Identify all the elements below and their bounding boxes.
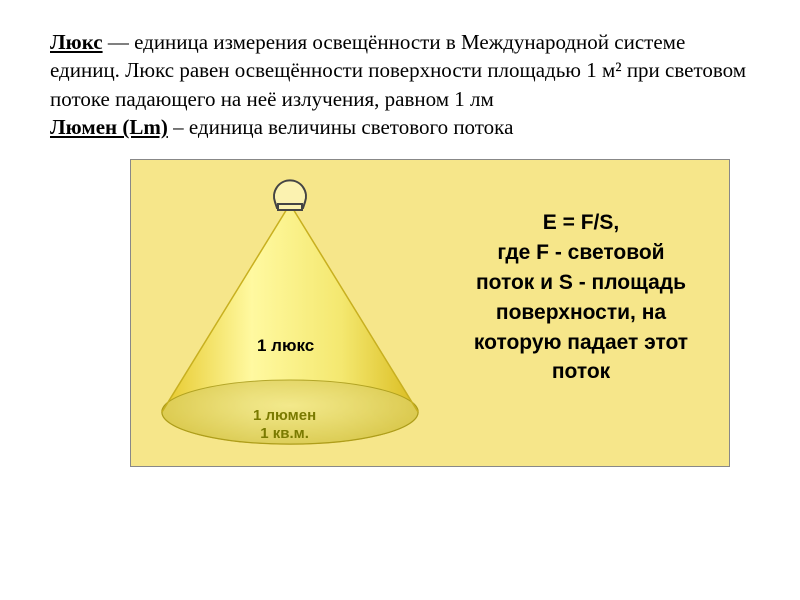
lumen-label: 1 люмен 1 кв.м. — [253, 407, 316, 442]
definition-block: Люкс — единица измерения освещённости в … — [50, 28, 750, 141]
lumen-term: Люмен (Lm) — [50, 115, 168, 139]
formula-line-4: поверхности, на — [451, 298, 711, 328]
formula-line-1: E = F/S, — [451, 208, 711, 238]
formula-line-5: которую падает этот — [451, 328, 711, 358]
formula-line-2: где F - световой — [451, 238, 711, 268]
lux-label: 1 люкс — [257, 336, 314, 356]
lumen-line2: 1 кв.м. — [260, 425, 309, 442]
formula-line-6: поток — [451, 357, 711, 387]
lux-term: Люкс — [50, 30, 103, 54]
formula-block: E = F/S, где F - световой поток и S - пл… — [451, 208, 711, 387]
cone-diagram: 1 люкс 1 люмен 1 кв.м. — [145, 172, 435, 454]
lumen-definition: – единица величины светового потока — [168, 115, 514, 139]
lux-definition: — единица измерения освещённости в Между… — [50, 30, 746, 111]
diagram-container: 1 люкс 1 люмен 1 кв.м. E = F/S, где F - … — [130, 159, 730, 467]
lumen-line1: 1 люмен — [253, 407, 316, 424]
formula-line-3: поток и S - площадь — [451, 268, 711, 298]
